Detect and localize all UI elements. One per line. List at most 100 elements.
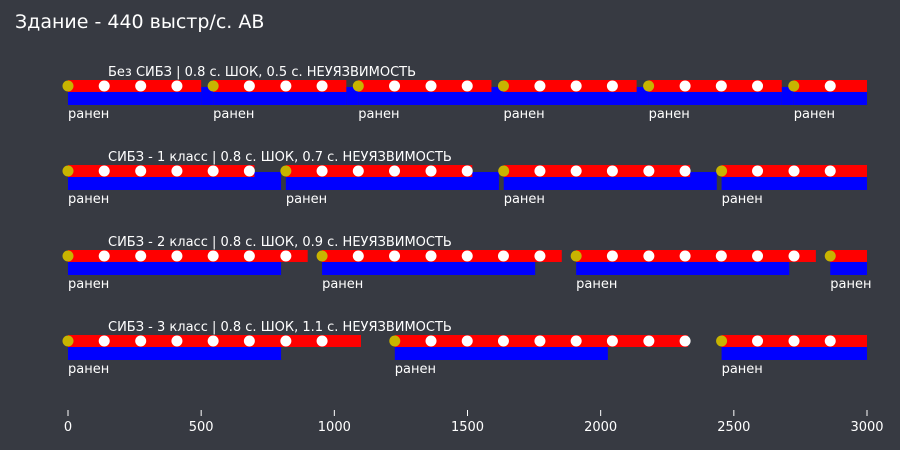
series-title: СИБЗ - 1 класс | 0.8 с. ШОК, 0.7 с. НЕУЯ…: [108, 150, 452, 165]
wound-label: ранен: [68, 362, 109, 377]
shot-marker: [171, 335, 183, 347]
wound-label: ранен: [830, 277, 871, 292]
shot-marker: [788, 335, 800, 347]
shot-marker: [824, 335, 836, 347]
shot-marker: [679, 80, 691, 92]
shot-marker: [171, 80, 183, 92]
shot-marker: [534, 165, 546, 177]
shot-marker: [280, 250, 292, 262]
shot-marker: [497, 335, 509, 347]
shot-marker: [243, 80, 255, 92]
shot-marker: [389, 250, 401, 262]
wound-marker: [62, 335, 74, 347]
x-tick-label: 500: [189, 420, 214, 435]
shot-marker: [207, 335, 219, 347]
shot-marker: [98, 250, 110, 262]
shot-marker: [461, 335, 473, 347]
shot-marker: [606, 80, 618, 92]
shot-marker: [643, 335, 655, 347]
shot-marker: [679, 335, 691, 347]
x-tick-label: 1500: [451, 420, 484, 435]
wound-marker: [389, 335, 401, 347]
shot-marker: [534, 335, 546, 347]
shot-marker: [389, 165, 401, 177]
shot-marker: [752, 80, 764, 92]
shot-marker: [98, 335, 110, 347]
shot-marker: [171, 250, 183, 262]
shot-marker: [243, 165, 255, 177]
x-tick-label: 2000: [584, 420, 617, 435]
shot-marker: [534, 80, 546, 92]
shot-marker: [534, 250, 546, 262]
wound-marker: [824, 250, 836, 262]
wound-marker: [788, 80, 800, 92]
shot-marker: [135, 250, 147, 262]
wound-label: ранен: [576, 277, 617, 292]
shot-marker: [171, 165, 183, 177]
damage-bar: [636, 87, 649, 105]
wound-label: ранен: [358, 107, 399, 122]
wound-marker: [280, 165, 292, 177]
shot-marker: [207, 250, 219, 262]
shot-marker: [135, 165, 147, 177]
shot-marker: [280, 80, 292, 92]
damage-bar: [201, 87, 214, 105]
shot-marker: [135, 335, 147, 347]
shot-marker: [606, 250, 618, 262]
shot-marker: [280, 335, 292, 347]
shot-marker: [98, 80, 110, 92]
damage-bar: [491, 87, 504, 105]
fire-bar: [285, 165, 473, 177]
wound-label: ранен: [504, 192, 545, 207]
shot-marker: [606, 165, 618, 177]
shot-marker: [461, 250, 473, 262]
wound-label: ранен: [68, 192, 109, 207]
shot-marker: [425, 80, 437, 92]
shot-marker: [752, 165, 764, 177]
shot-marker: [243, 250, 255, 262]
wound-marker: [643, 80, 655, 92]
shot-marker: [243, 335, 255, 347]
wound-label: ранен: [68, 277, 109, 292]
shot-marker: [715, 250, 727, 262]
fire-bar: [68, 165, 255, 177]
shot-marker: [715, 80, 727, 92]
shot-marker: [316, 335, 328, 347]
shot-marker: [352, 250, 364, 262]
shot-marker: [570, 335, 582, 347]
wound-marker: [62, 165, 74, 177]
wound-label: ранен: [213, 107, 254, 122]
series-title: СИБЗ - 3 класс | 0.8 с. ШОК, 1.1 с. НЕУЯ…: [108, 320, 452, 335]
shot-marker: [570, 80, 582, 92]
shot-marker: [316, 165, 328, 177]
series-title: СИБЗ - 2 класс | 0.8 с. ШОК, 0.9 с. НЕУЯ…: [108, 235, 452, 250]
shot-marker: [824, 80, 836, 92]
shot-marker: [679, 165, 691, 177]
wound-label: ранен: [322, 277, 363, 292]
shot-marker: [824, 165, 836, 177]
shot-marker: [570, 165, 582, 177]
shot-marker: [752, 250, 764, 262]
shot-marker: [643, 165, 655, 177]
shot-marker: [461, 80, 473, 92]
fire-bar: [830, 250, 867, 262]
shot-marker: [389, 80, 401, 92]
wound-marker: [62, 250, 74, 262]
shot-marker: [643, 250, 655, 262]
shot-marker: [752, 335, 764, 347]
x-tick-label: 1000: [318, 420, 351, 435]
wound-label: ранен: [722, 192, 763, 207]
shot-marker: [606, 335, 618, 347]
wound-label: ранен: [794, 107, 835, 122]
wound-marker: [352, 80, 364, 92]
wound-label: ранен: [68, 107, 109, 122]
wound-label: ранен: [722, 362, 763, 377]
x-tick-label: 0: [64, 420, 72, 435]
shot-marker: [425, 250, 437, 262]
shot-marker: [788, 250, 800, 262]
shot-marker: [98, 165, 110, 177]
wound-marker: [62, 80, 74, 92]
shot-marker: [207, 165, 219, 177]
wound-label: ранен: [286, 192, 327, 207]
